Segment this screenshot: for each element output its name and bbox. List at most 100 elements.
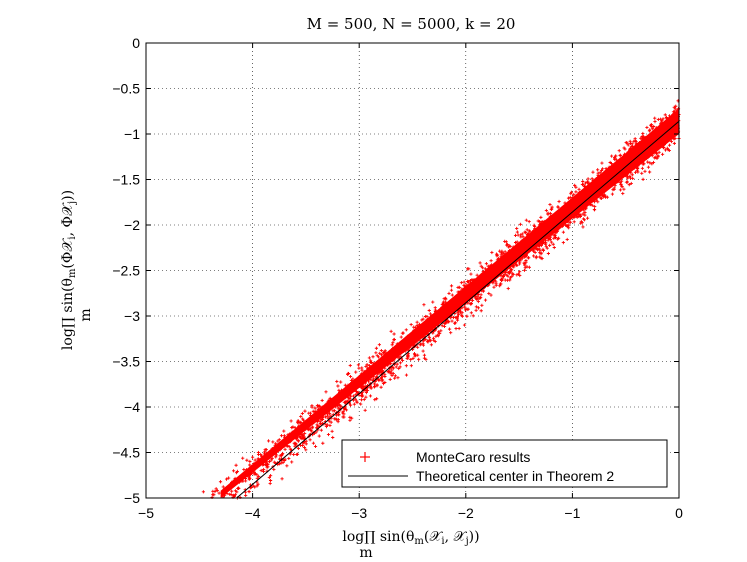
scatter-point [363,408,367,412]
scatter-point [552,245,556,250]
scatter-point [623,147,627,151]
scatter-point [272,460,276,464]
scatter-point [401,348,405,352]
scatter-point [518,270,522,274]
scatter-point [628,139,632,143]
scatter-point [649,122,653,127]
scatter-point [331,400,335,404]
scatter-point [277,462,282,466]
scatter-point [596,171,600,175]
scatter-point [460,313,464,317]
scatter-point [259,458,264,463]
scatter-point [611,182,615,186]
scatter-point [650,140,654,144]
scatter-point [581,225,585,229]
scatter-point [542,227,546,231]
grid-lines [146,43,679,498]
scatter-point [498,284,502,288]
scatter-point [356,382,360,386]
scatter-point [439,310,443,315]
scatter-point [673,136,677,141]
scatter-point [425,339,430,343]
scatter-point [593,193,597,198]
scatter-point [396,376,400,380]
scatter-point [484,262,488,266]
scatter-point [509,270,513,274]
scatter-point [664,115,669,120]
scatter-point [597,193,601,198]
y-tick-label: −1.5 [112,172,140,188]
scatter-point [440,324,444,328]
scatter-point [296,421,300,425]
scatter-point [504,270,508,275]
scatter-point [615,169,619,173]
scatter-point [269,474,273,478]
scatter-point [412,336,416,340]
scatter-point [532,254,536,258]
scatter-point [344,408,349,412]
scatter-point [554,218,558,222]
scatter-point [308,438,312,442]
scatter-point [504,243,509,247]
scatter-point [607,165,611,169]
scatter-point [327,410,331,414]
scatter-point [660,124,665,128]
scatter-point [466,293,470,297]
scatter-point [404,328,408,332]
scatter-point [612,187,616,192]
scatter-point [277,442,281,446]
scatter-point [460,298,465,303]
scatter-point [617,167,621,172]
scatter-point [475,273,479,277]
scatter-point [575,200,579,204]
scatter-point [402,344,406,348]
scatter-point [515,226,519,231]
scatter-point [299,420,303,425]
scatter-point [648,170,652,174]
scatter-point [288,452,292,456]
scatter-point [661,143,666,147]
scatter-point [472,278,476,282]
scatter-point [589,198,594,203]
scatter-point [388,377,392,382]
scatter-point [393,376,397,380]
scatter-point [458,295,462,299]
scatter-point [274,446,278,450]
scatter-point [520,232,524,236]
scatter-point [574,214,578,218]
scatter-point [518,233,523,237]
scatter-point [383,374,387,379]
scatter-point [253,472,257,476]
scatter-point [299,436,303,440]
scatter-point [668,136,672,140]
scatter-point [424,325,428,330]
scatter-point [348,363,352,368]
scatter-point [629,181,633,186]
scatter-point [296,438,300,442]
scatter-point [489,293,493,297]
scatter-point [274,453,279,457]
scatter-point [252,461,256,466]
scatter-point [224,477,229,481]
scatter-point [359,402,363,406]
scatter-point [608,174,612,179]
scatter-point [619,162,624,167]
scatter-point [289,419,293,423]
scatter-point [447,327,452,331]
scatter-point [556,205,560,209]
scatter-point [390,368,394,372]
scatter-point [503,239,507,243]
scatter-point [659,117,663,121]
scatter-point [392,357,396,362]
scatter-point [515,255,519,259]
scatter-point [518,222,522,226]
scatter-point [648,128,652,132]
scatter-point [581,183,585,187]
scatter-point [628,147,633,152]
scatter-point [648,141,653,145]
scatter-point [600,182,604,186]
scatter-point [374,346,379,350]
scatter-point [491,281,495,285]
scatter-point [596,168,600,172]
scatter-point [548,237,552,242]
